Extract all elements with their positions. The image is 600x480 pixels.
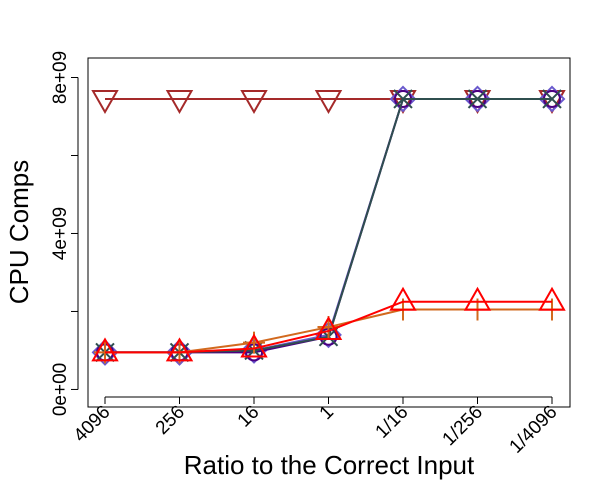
x-tick-label: 1/16 — [372, 402, 413, 443]
x-axis-title: Ratio to the Correct Input — [184, 450, 475, 480]
x-tick-label: 1/256 — [439, 402, 487, 450]
triangle-up-marker — [91, 337, 119, 362]
series-triangle-up — [91, 286, 566, 362]
x-marker-stroke — [542, 89, 562, 109]
x-tick-label: 1/4096 — [506, 402, 562, 458]
y-axis-title: CPU Comps — [4, 160, 34, 304]
x-marker — [393, 89, 413, 109]
plot-frame — [87, 57, 571, 408]
x-marker — [467, 89, 488, 109]
triangle-down-marker — [91, 89, 119, 114]
triangle-down-marker — [240, 89, 268, 114]
triangle-up-marker — [463, 286, 492, 311]
triangle-up-marker — [314, 315, 343, 340]
x-marker — [542, 89, 562, 109]
series-triangle-down — [91, 89, 566, 114]
triangle-down-marker — [165, 89, 194, 114]
series-line — [105, 97, 552, 354]
series-line — [105, 97, 552, 354]
series-line — [105, 300, 552, 354]
series-line — [105, 97, 552, 354]
triangle-up-marker — [538, 286, 566, 311]
triangle-up-marker — [389, 286, 417, 311]
x-tick-label: 4096 — [70, 402, 115, 447]
y-tick-label: 4e+09 — [50, 207, 71, 260]
y-axis: 0e+00 4e+09 8e+09 — [50, 51, 79, 416]
x-tick-label: 16 — [234, 402, 264, 432]
y-tick-label: 8e+09 — [50, 51, 71, 104]
triangle-up-marker — [240, 333, 268, 358]
series-layer — [91, 85, 566, 366]
triangle-down-marker — [314, 89, 343, 114]
x-axis: 4096 256 16 1 1/16 1/256 1/4096 — [70, 396, 562, 458]
x-tick-label: 1 — [316, 402, 338, 424]
x-marker-stroke — [393, 89, 413, 109]
x-marker-stroke — [467, 89, 488, 109]
triangle-up-marker — [165, 337, 194, 362]
y-tick-label: 0e+00 — [50, 363, 71, 416]
